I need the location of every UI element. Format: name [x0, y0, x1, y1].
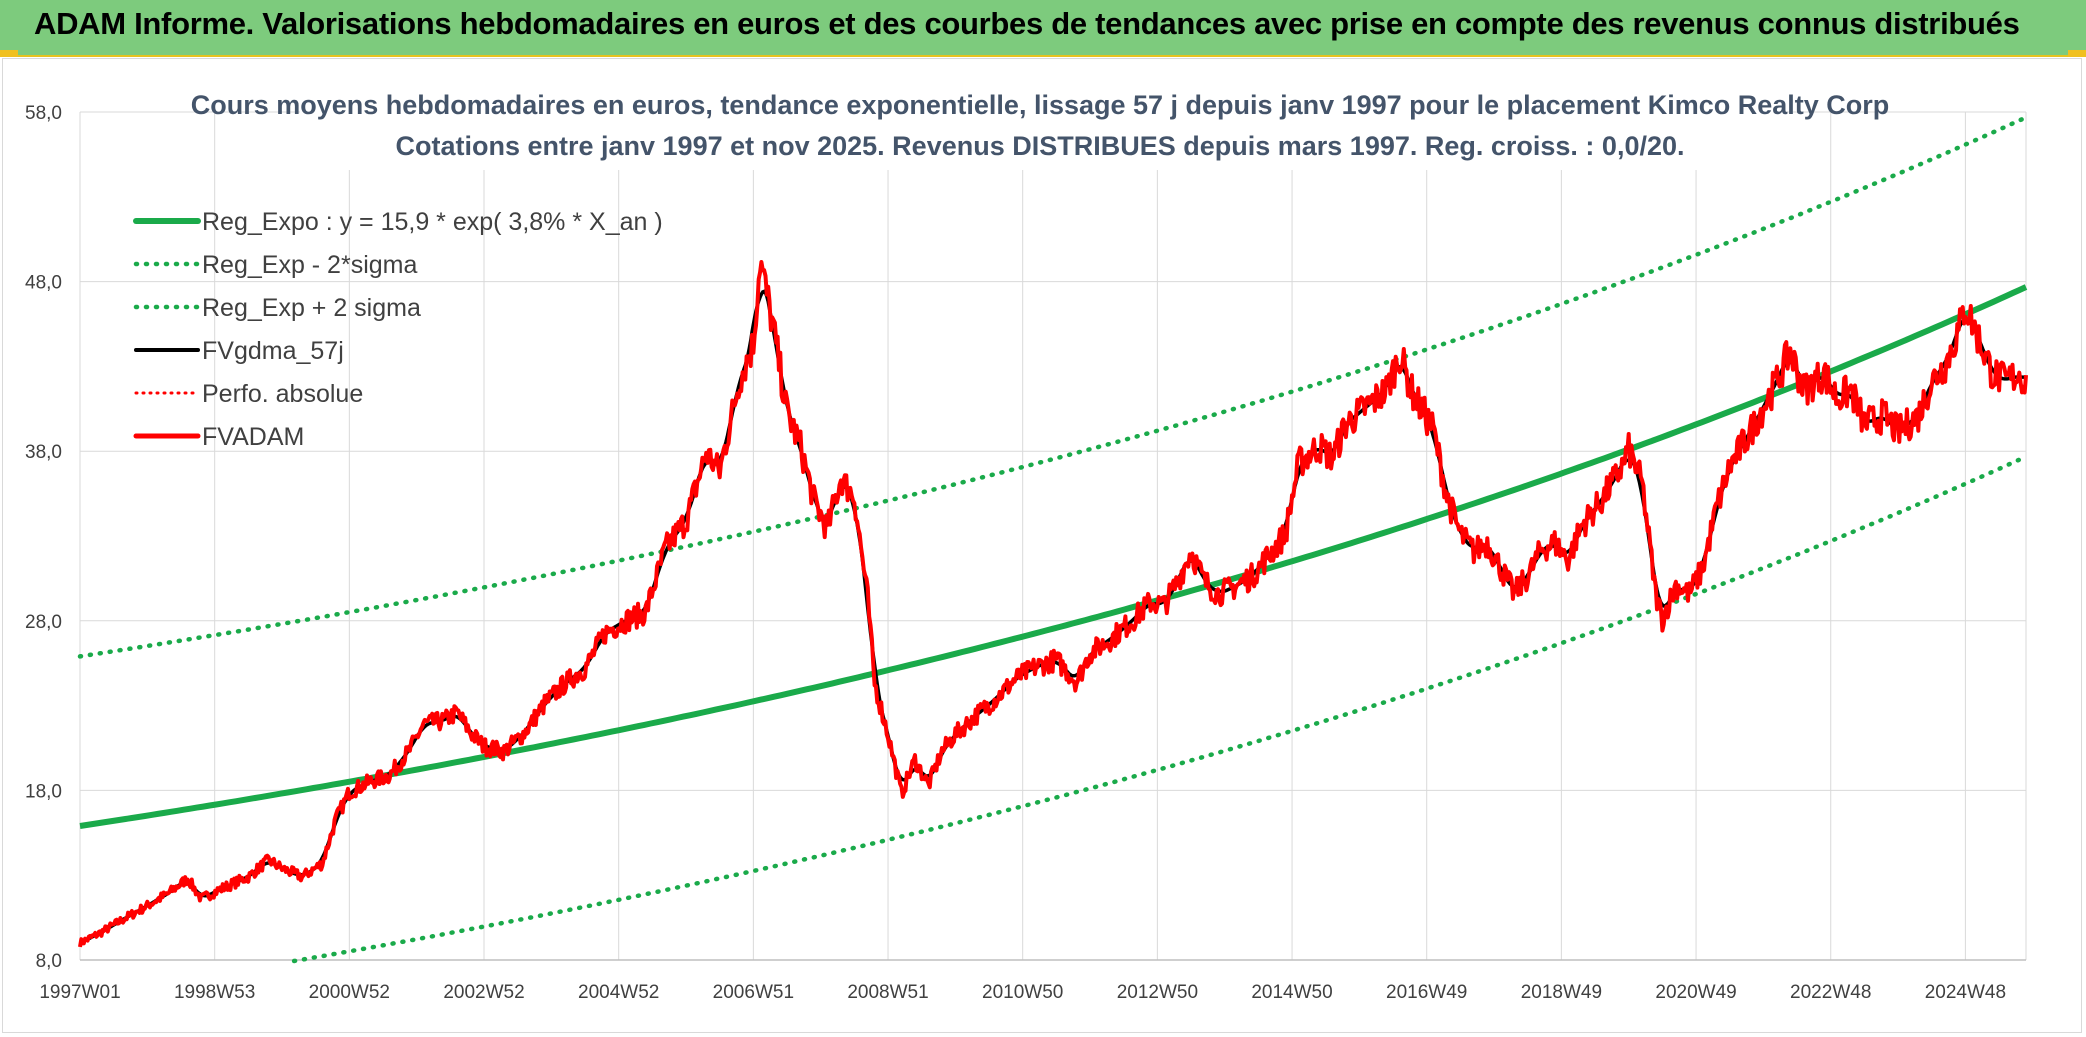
x-tick-label: 2024W48 — [1925, 982, 2006, 1003]
x-tick-label: 2022W48 — [1790, 982, 1871, 1003]
x-tick-label: 2004W52 — [578, 982, 659, 1003]
chart-frame — [2, 58, 2082, 1033]
legend: Reg_Expo : y = 15,9 * exp( 3,8% * X_an )… — [133, 208, 663, 451]
reg-exp-minus-2sigma-line — [291, 454, 2029, 964]
fvadam-line — [78, 260, 2028, 948]
x-tick-label: 2002W52 — [443, 982, 524, 1003]
chart-subtitle: Cotations entre janv 1997 et nov 2025. R… — [395, 131, 1684, 161]
y-tick-label: 28,0 — [25, 612, 62, 633]
x-tick-label: 2010W50 — [982, 982, 1063, 1003]
legend-label-high: Reg_Exp + 2 sigma — [202, 294, 421, 322]
banner-corner-right — [2068, 50, 2086, 57]
series-layer — [77, 115, 2029, 964]
y-tick-label: 8,0 — [36, 951, 62, 972]
fvgdma-57j-line — [79, 289, 2027, 943]
chart-title: Cours moyens hebdomadaires en euros, ten… — [191, 90, 1890, 120]
y-tick-label: 58,0 — [25, 103, 62, 124]
legend-label-smooth: FVgdma_57j — [202, 337, 344, 365]
x-tick-label: 2006W51 — [713, 982, 794, 1003]
reg-expo-line — [79, 284, 2028, 829]
title-backdrop — [300, 84, 1780, 170]
legend-label-price: FVADAM — [202, 423, 304, 451]
page-banner: ADAM Informe. Valorisations hebdomadaire… — [0, 0, 2086, 57]
x-tick-label: 1998W53 — [174, 982, 255, 1003]
legend-label-reg: Reg_Expo : y = 15,9 * exp( 3,8% * X_an ) — [202, 208, 663, 236]
reg-exp-plus-2sigma-line — [77, 115, 2029, 659]
x-tick-label: 2012W50 — [1117, 982, 1198, 1003]
y-tick-label: 38,0 — [25, 442, 62, 463]
banner-corner-left — [0, 50, 18, 57]
legend-label-low: Reg_Exp - 2*sigma — [202, 251, 417, 279]
page-title: ADAM Informe. Valorisations hebdomadaire… — [34, 6, 2020, 41]
y-tick-label: 48,0 — [25, 273, 62, 294]
x-tick-label: 2016W49 — [1386, 982, 1467, 1003]
y-tick-label: 18,0 — [25, 781, 62, 802]
x-tick-label: 2018W49 — [1521, 982, 1602, 1003]
x-tick-label: 2014W50 — [1251, 982, 1332, 1003]
x-tick-label: 2000W52 — [309, 982, 390, 1003]
x-tick-label: 1997W01 — [39, 982, 120, 1003]
x-tick-label: 2008W51 — [847, 982, 928, 1003]
y-axis-ticks: 8,0 18,0 28,0 38,0 48,0 58,0 — [25, 103, 62, 972]
x-tick-label: 2020W49 — [1655, 982, 1736, 1003]
x-axis-ticks: 1997W01 1998W53 2000W52 2002W52 2004W52 2006W… — [39, 982, 2006, 1003]
legend-label-perf: Perfo. absolue — [202, 380, 363, 408]
